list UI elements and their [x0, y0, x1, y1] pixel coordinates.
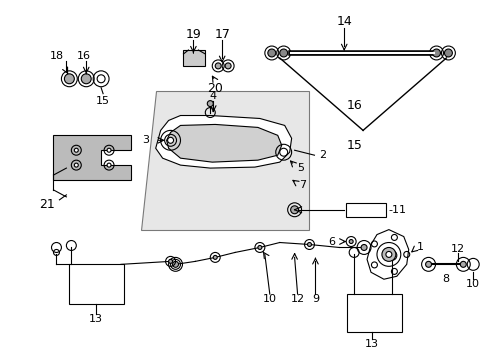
Circle shape: [107, 148, 111, 152]
Text: 8: 8: [441, 274, 448, 284]
Text: 18: 18: [49, 51, 63, 61]
Text: 13: 13: [89, 314, 103, 324]
Polygon shape: [141, 91, 309, 230]
Circle shape: [64, 74, 74, 84]
Circle shape: [307, 243, 311, 247]
Circle shape: [107, 163, 111, 167]
Circle shape: [348, 239, 352, 243]
Text: 19: 19: [185, 28, 201, 41]
Circle shape: [215, 63, 221, 69]
Circle shape: [167, 137, 173, 143]
Circle shape: [207, 100, 213, 107]
Text: 1: 1: [416, 243, 423, 252]
Circle shape: [360, 244, 366, 251]
Text: 16: 16: [346, 99, 361, 112]
Text: -11: -11: [388, 205, 406, 215]
Circle shape: [459, 261, 466, 267]
Circle shape: [173, 262, 177, 266]
Polygon shape: [366, 230, 408, 279]
Circle shape: [385, 251, 391, 257]
Bar: [346, 294, 401, 332]
Text: 7: 7: [299, 180, 306, 190]
Bar: [183, 50, 205, 66]
Circle shape: [444, 49, 451, 57]
Circle shape: [290, 206, 298, 214]
Circle shape: [168, 260, 172, 264]
Bar: [69, 264, 123, 304]
Text: 10: 10: [465, 279, 479, 289]
Text: 6: 6: [327, 237, 335, 247]
Text: 13: 13: [364, 339, 378, 349]
Text: 3: 3: [142, 135, 149, 145]
Bar: [346, 203, 385, 217]
Circle shape: [279, 49, 287, 57]
Text: 9: 9: [311, 294, 318, 304]
Circle shape: [172, 261, 178, 267]
Circle shape: [257, 246, 262, 249]
Polygon shape: [155, 116, 291, 168]
Text: 16: 16: [77, 51, 91, 61]
Circle shape: [267, 49, 275, 57]
Text: 12: 12: [290, 294, 304, 304]
Text: 4: 4: [209, 91, 216, 101]
Text: 17: 17: [214, 28, 230, 41]
Circle shape: [74, 148, 78, 152]
Text: 15: 15: [346, 139, 361, 152]
Circle shape: [74, 163, 78, 167]
Circle shape: [432, 49, 440, 57]
Text: 12: 12: [450, 244, 465, 255]
Text: 5: 5: [297, 163, 304, 173]
Text: 20: 20: [207, 82, 223, 95]
Polygon shape: [166, 125, 281, 162]
Text: 2: 2: [319, 150, 326, 160]
Circle shape: [224, 63, 231, 69]
Text: 21: 21: [39, 198, 54, 211]
Circle shape: [425, 261, 431, 267]
Text: 10: 10: [262, 294, 276, 304]
Circle shape: [213, 255, 217, 260]
Circle shape: [81, 74, 91, 84]
Text: 14: 14: [336, 15, 351, 28]
Polygon shape: [53, 135, 131, 180]
Text: 15: 15: [96, 96, 110, 105]
Circle shape: [381, 247, 395, 261]
